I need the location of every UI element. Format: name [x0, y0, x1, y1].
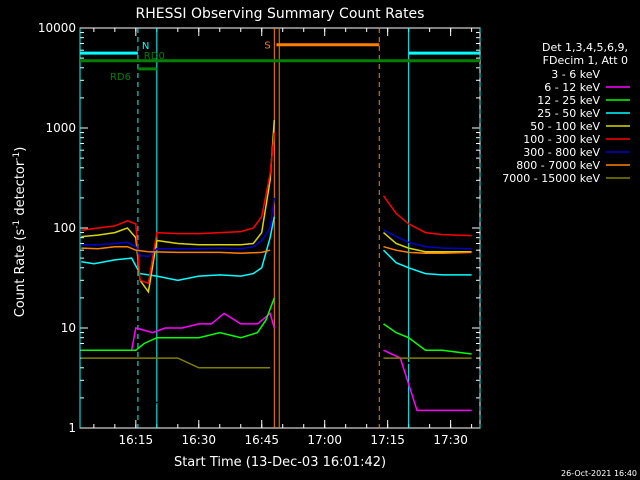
svg-text:Count Rate (s-1 detector-1): Count Rate (s-1 detector-1)	[12, 147, 28, 318]
legend-header-1: Det 1,3,4,5,6,9,	[542, 41, 628, 54]
legend-label-300-800-kev: 300 - 800 keV	[523, 146, 600, 159]
series-line-pre-25-50-kev	[81, 216, 276, 282]
y-label-sup: -1	[12, 220, 22, 229]
chart-title: RHESSI Observing Summary Count Rates	[136, 6, 425, 22]
x-tick-label: 17:15	[370, 433, 405, 447]
y-tick-label: 1000	[45, 121, 76, 135]
x-tick-label: 16:45	[244, 433, 279, 447]
footer-timestamp: 26-Oct-2021 16:40	[561, 469, 637, 478]
series-line-post-25-50-kev	[382, 249, 472, 276]
legend-label-800-7000-kev: 800 - 7000 keV	[516, 159, 600, 172]
flag-label-s: S	[264, 41, 270, 52]
series-line-post-12-25-kev	[383, 323, 472, 355]
legend-label-12-25-kev: 12 - 25 keV	[537, 94, 600, 107]
series-line-pre-12-25-kev	[81, 297, 276, 351]
y-tick-label: 10	[61, 321, 76, 335]
series-line-post-6-12-kev	[383, 349, 472, 412]
flag-label-n: N	[142, 41, 149, 52]
y-label-mid: detector	[13, 160, 28, 220]
series-line-post-300-800-kev	[383, 229, 472, 250]
flag-label-rd6: RD6	[110, 72, 131, 83]
series-line-post-50-100-kev	[383, 232, 472, 253]
x-tick-label: 16:30	[181, 433, 216, 447]
legend-label-6-12-kev: 6 - 12 keV	[544, 81, 600, 94]
y-label-text: Count Rate (s	[13, 229, 28, 318]
legend-label-100-300-kev: 100 - 300 keV	[523, 133, 600, 146]
series-line-pre-7000-15000-kev	[81, 357, 271, 369]
flag-label-rd0: RD0	[144, 51, 165, 62]
plot-area: 1 10 100 1000 10000 16:15 16:30 16:45 17:00 17:15…	[38, 21, 481, 447]
y-label-sup2: -1	[12, 152, 22, 161]
legend-label-7000-15000-kev: 7000 - 15000 keV	[502, 172, 600, 185]
x-tick-label: 16:15	[119, 433, 154, 447]
legend-header-2: FDecim 1, Att 0	[543, 54, 628, 67]
x-tick-label: 17:30	[433, 433, 468, 447]
series-line-pre-6-12-kev	[81, 312, 276, 351]
legend-label-25-50-kev: 25 - 50 keV	[537, 107, 600, 120]
y-axis-label: Count Rate (s-1 detector-1)	[12, 147, 28, 318]
series-line-pre-3-6-kev	[81, 343, 271, 404]
series-line-post-800-7000-kev	[383, 245, 472, 254]
series-line-pre-300-800-kev	[81, 197, 276, 258]
legend-label-50-100-kev: 50 - 100 keV	[530, 120, 600, 133]
series-line-pre-100-300-kev	[81, 132, 276, 285]
series-line-pre-50-100-kev	[81, 120, 276, 294]
y-label-end: )	[13, 147, 28, 152]
y-tick-label: 100	[53, 221, 76, 235]
series-line-post-100-300-kev	[382, 195, 472, 237]
x-axis-label: Start Time (13-Dec-03 16:01:42)	[174, 455, 386, 470]
x-tick-label: 17:00	[307, 433, 342, 447]
y-tick-label: 1	[68, 421, 76, 435]
y-tick-label: 10000	[38, 21, 76, 35]
series-line-pre-800-7000-kev	[81, 245, 271, 254]
legend-label-3-6-kev: 3 - 6 keV	[551, 68, 600, 81]
